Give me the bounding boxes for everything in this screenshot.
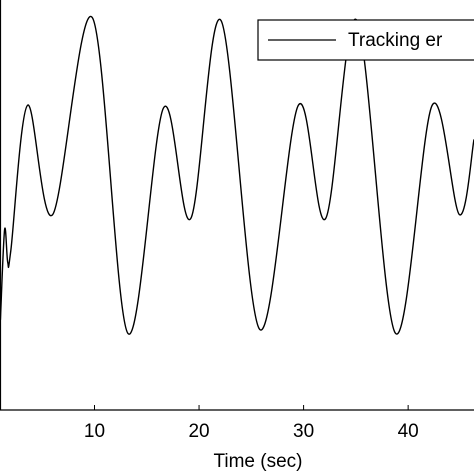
- x-axis-label: Time (sec): [213, 451, 302, 472]
- x-tick-label: 10: [84, 421, 105, 442]
- plot-area: [0, 15, 474, 335]
- legend-label: Tracking er: [348, 30, 443, 51]
- line-series: [0, 15, 474, 335]
- x-tick-label: 30: [293, 421, 314, 442]
- x-tick-label: 40: [398, 421, 419, 442]
- x-tick-label: 20: [188, 421, 209, 442]
